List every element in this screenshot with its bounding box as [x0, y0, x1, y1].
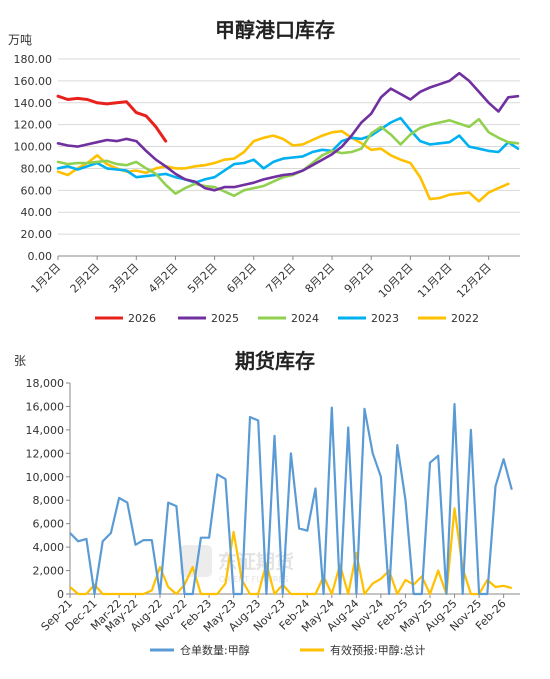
series-line-2022 — [56, 129, 510, 203]
legend-label: 仓单数量:甲醇 — [180, 643, 250, 657]
series-line-2026 — [56, 94, 168, 143]
legend-label: 2022 — [451, 312, 479, 325]
y-tick-label: 6,000 — [33, 518, 65, 531]
y-tick-label: 18,000 — [26, 377, 65, 390]
x-axis-ticks: 1月2日 2月2日 3月2日 4月2日 5月2日 6月2日 7月2日 8月2日 9月2日 10月2… — [28, 256, 494, 301]
y-tick-label: 140.00 — [14, 97, 53, 110]
y-axis-unit-label: 万吨 — [8, 33, 32, 47]
y-axis-ticks: 0.00 20.00 40.00 60.00 80.00 100.00 120.00 140.… — [14, 53, 53, 263]
y-tick-label: 16,000 — [26, 400, 65, 413]
watermark-logo-mark — [180, 545, 212, 577]
chart-title: 期货库存 — [235, 349, 315, 373]
legend: 仓单数量:甲醇 有效预报:甲醇:总计 — [150, 643, 425, 657]
x-tick-label: 3月2日 — [107, 261, 142, 296]
y-tick-label: 100.00 — [14, 141, 53, 154]
chart-title: 甲醇港口库存 — [215, 18, 335, 42]
x-tick-label: 4月2日 — [146, 261, 181, 296]
y-tick-label: 20.00 — [21, 228, 53, 241]
series-line-2025 — [56, 71, 520, 192]
y-tick-label: 4,000 — [33, 541, 65, 554]
x-tick-label: 6月2日 — [224, 261, 259, 296]
y-tick-label: 0 — [57, 588, 64, 601]
legend-label: 2024 — [291, 312, 319, 325]
y-tick-label: 14,000 — [26, 424, 65, 437]
x-tick-label: 1月2日 — [28, 261, 63, 296]
y-tick-label: 80.00 — [21, 162, 53, 175]
legend-label: 有效预报:甲醇:总计 — [330, 643, 425, 657]
series-lines — [56, 71, 520, 203]
series-line-2024 — [56, 117, 520, 198]
y-tick-label: 180.00 — [14, 53, 53, 66]
y-axis-unit-label: 张 — [14, 354, 26, 368]
x-tick-label: 11月2日 — [415, 261, 455, 301]
x-tick-label: 2月2日 — [68, 261, 103, 296]
y-tick-label: 12,000 — [26, 447, 65, 460]
series-line-effective-forecast — [69, 507, 513, 596]
watermark-subtext: ORIENT FUTURES — [219, 575, 289, 584]
legend-label: 2023 — [371, 312, 399, 325]
y-tick-label: 120.00 — [14, 119, 53, 132]
x-tick-label: 9月2日 — [342, 261, 377, 296]
y-tick-label: 10,000 — [26, 471, 65, 484]
series-lines — [69, 403, 513, 596]
y-tick-label: 160.00 — [14, 75, 53, 88]
x-tick-label: 10月2日 — [376, 261, 416, 301]
legend-label: 2025 — [211, 312, 239, 325]
grid-lines — [58, 58, 520, 257]
legend-label: 2026 — [128, 312, 156, 325]
x-tick-label: 8月2日 — [303, 261, 338, 296]
x-axis-ticks: Sep-21Dec-21Mar-22May-22Aug-22Nov-22Feb-… — [39, 594, 509, 635]
y-tick-label: 60.00 — [21, 184, 53, 197]
x-tick-label: 5月2日 — [185, 261, 220, 296]
y-tick-label: 0.00 — [28, 250, 53, 263]
series-line-2023 — [56, 116, 520, 184]
legend: 2026 2025 2024 2023 2022 — [95, 312, 479, 325]
y-tick-label: 2,000 — [33, 565, 65, 578]
x-tick-label: 12月2日 — [454, 261, 494, 301]
y-tick-label: 40.00 — [21, 206, 53, 219]
chart-futures-inventory: 期货库存 张 东证期货 ORIENT FUTURES 02,0004,0006,… — [14, 349, 520, 657]
series-line-warehouse-receipts — [69, 403, 513, 596]
x-tick-label: 7月2日 — [263, 261, 298, 296]
y-axis-ticks: 0 2,000 4,000 6,000 8,000 10,000 12,000 14,000 1… — [26, 377, 65, 601]
chart-port-inventory: 甲醇港口库存 万吨 0.00 20.00 40.00 60.00 80.00 100.00… — [8, 18, 520, 325]
y-tick-label: 8,000 — [33, 494, 65, 507]
